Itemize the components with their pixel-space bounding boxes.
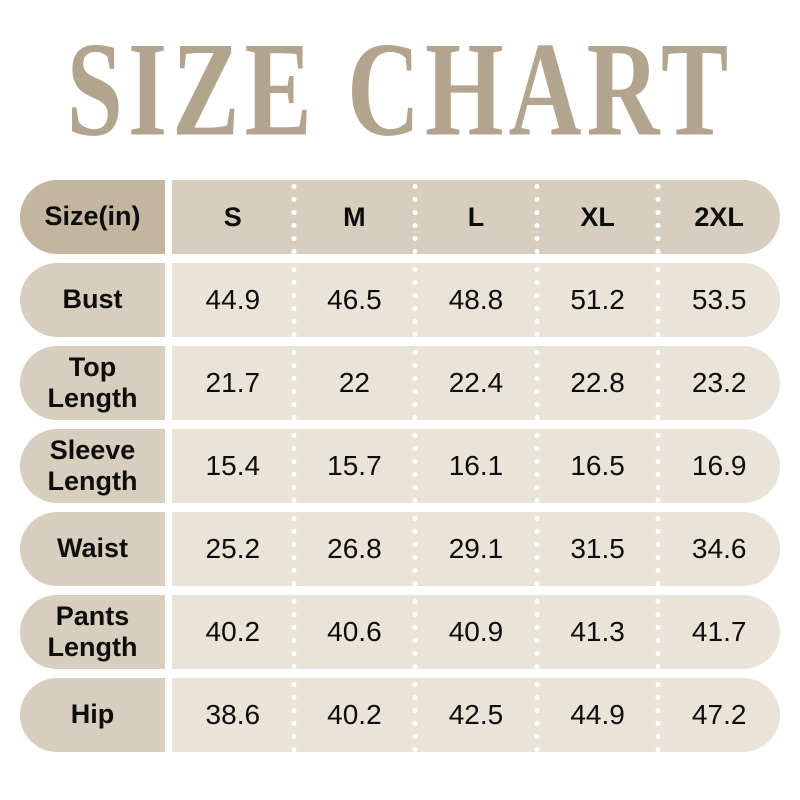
value-cell: 38.6 xyxy=(205,699,261,730)
value-cell: 40.2 xyxy=(205,616,261,647)
value-cell: 22 xyxy=(338,367,370,398)
table-header-row: Size(in) S M L XL 2XL xyxy=(20,180,780,254)
row-data-area: 40.2 40.6 40.9 41.3 41.7 xyxy=(172,595,780,669)
row-label: Pants Length xyxy=(20,595,165,669)
row-data-area: 44.9 46.5 48.8 51.2 53.5 xyxy=(172,263,780,337)
row-data-area: 38.6 40.2 42.5 44.9 47.2 xyxy=(172,678,780,752)
value-cell: 22.8 xyxy=(570,367,625,398)
value-cell: 22.4 xyxy=(448,367,504,398)
value-cell: 40.2 xyxy=(327,699,382,730)
value-cell: 47.2 xyxy=(691,699,747,730)
value-cell: 16.9 xyxy=(691,450,747,481)
value-cell: 26.8 xyxy=(327,533,382,564)
value-cell: 34.6 xyxy=(691,533,747,564)
value-cell: 25.2 xyxy=(205,533,261,564)
value-cell: 48.8 xyxy=(448,284,504,315)
column-header-l: L xyxy=(467,201,485,232)
value-cell: 23.2 xyxy=(691,367,747,398)
value-cell: 53.5 xyxy=(691,284,747,315)
row-label: Sleeve Length xyxy=(20,429,165,503)
value-cell: 16.5 xyxy=(570,450,625,481)
table-row-pants-length: Pants Length 40.2 40.6 40.9 41.3 41.7 xyxy=(20,595,780,669)
table-row-waist: Waist 25.2 26.8 29.1 31.5 34.6 xyxy=(20,512,780,586)
value-cell: 42.5 xyxy=(448,699,504,730)
value-cell: 41.3 xyxy=(570,616,625,647)
table-row-bust: Bust 44.9 46.5 48.8 51.2 53.5 xyxy=(20,263,780,337)
value-cell: 40.6 xyxy=(327,616,382,647)
row-label: Hip xyxy=(20,678,165,752)
value-cell: 44.9 xyxy=(205,284,261,315)
column-header-s: S xyxy=(223,201,242,232)
table-row-sleeve-length: Sleeve Length 15.4 15.7 16.1 16.5 16.9 xyxy=(20,429,780,503)
column-header-m: M xyxy=(343,201,366,232)
row-data-area: 21.7 22 22.4 22.8 23.2 xyxy=(172,346,780,420)
value-cell: 51.2 xyxy=(570,284,625,315)
corner-cell: Size(in) xyxy=(20,180,165,254)
value-cell: 21.7 xyxy=(205,367,261,398)
row-label: Top Length xyxy=(20,346,165,420)
value-cell: 46.5 xyxy=(327,284,382,315)
header-data-area: S M L XL 2XL xyxy=(172,180,780,254)
page-title: SIZE CHART xyxy=(66,13,734,165)
value-cell: 40.9 xyxy=(448,616,504,647)
row-label: Waist xyxy=(20,512,165,586)
value-cell: 29.1 xyxy=(448,533,504,564)
row-label: Bust xyxy=(20,263,165,337)
row-data-area: 15.4 15.7 16.1 16.5 16.9 xyxy=(172,429,780,503)
table-row-hip: Hip 38.6 40.2 42.5 44.9 47.2 xyxy=(20,678,780,752)
column-header-2xl: 2XL xyxy=(694,201,744,232)
value-cell: 31.5 xyxy=(570,533,625,564)
size-table: Size(in) S M L XL 2XL Bust 44.9 46.5 48.… xyxy=(20,180,780,752)
row-data-area: 25.2 26.8 29.1 31.5 34.6 xyxy=(172,512,780,586)
table-row-top-length: Top Length 21.7 22 22.4 22.8 23.2 xyxy=(20,346,780,420)
value-cell: 44.9 xyxy=(570,699,625,730)
value-cell: 41.7 xyxy=(691,616,747,647)
value-cell: 15.4 xyxy=(205,450,261,481)
value-cell: 15.7 xyxy=(327,450,382,481)
value-cell: 16.1 xyxy=(448,450,504,481)
column-header-xl: XL xyxy=(580,201,615,232)
